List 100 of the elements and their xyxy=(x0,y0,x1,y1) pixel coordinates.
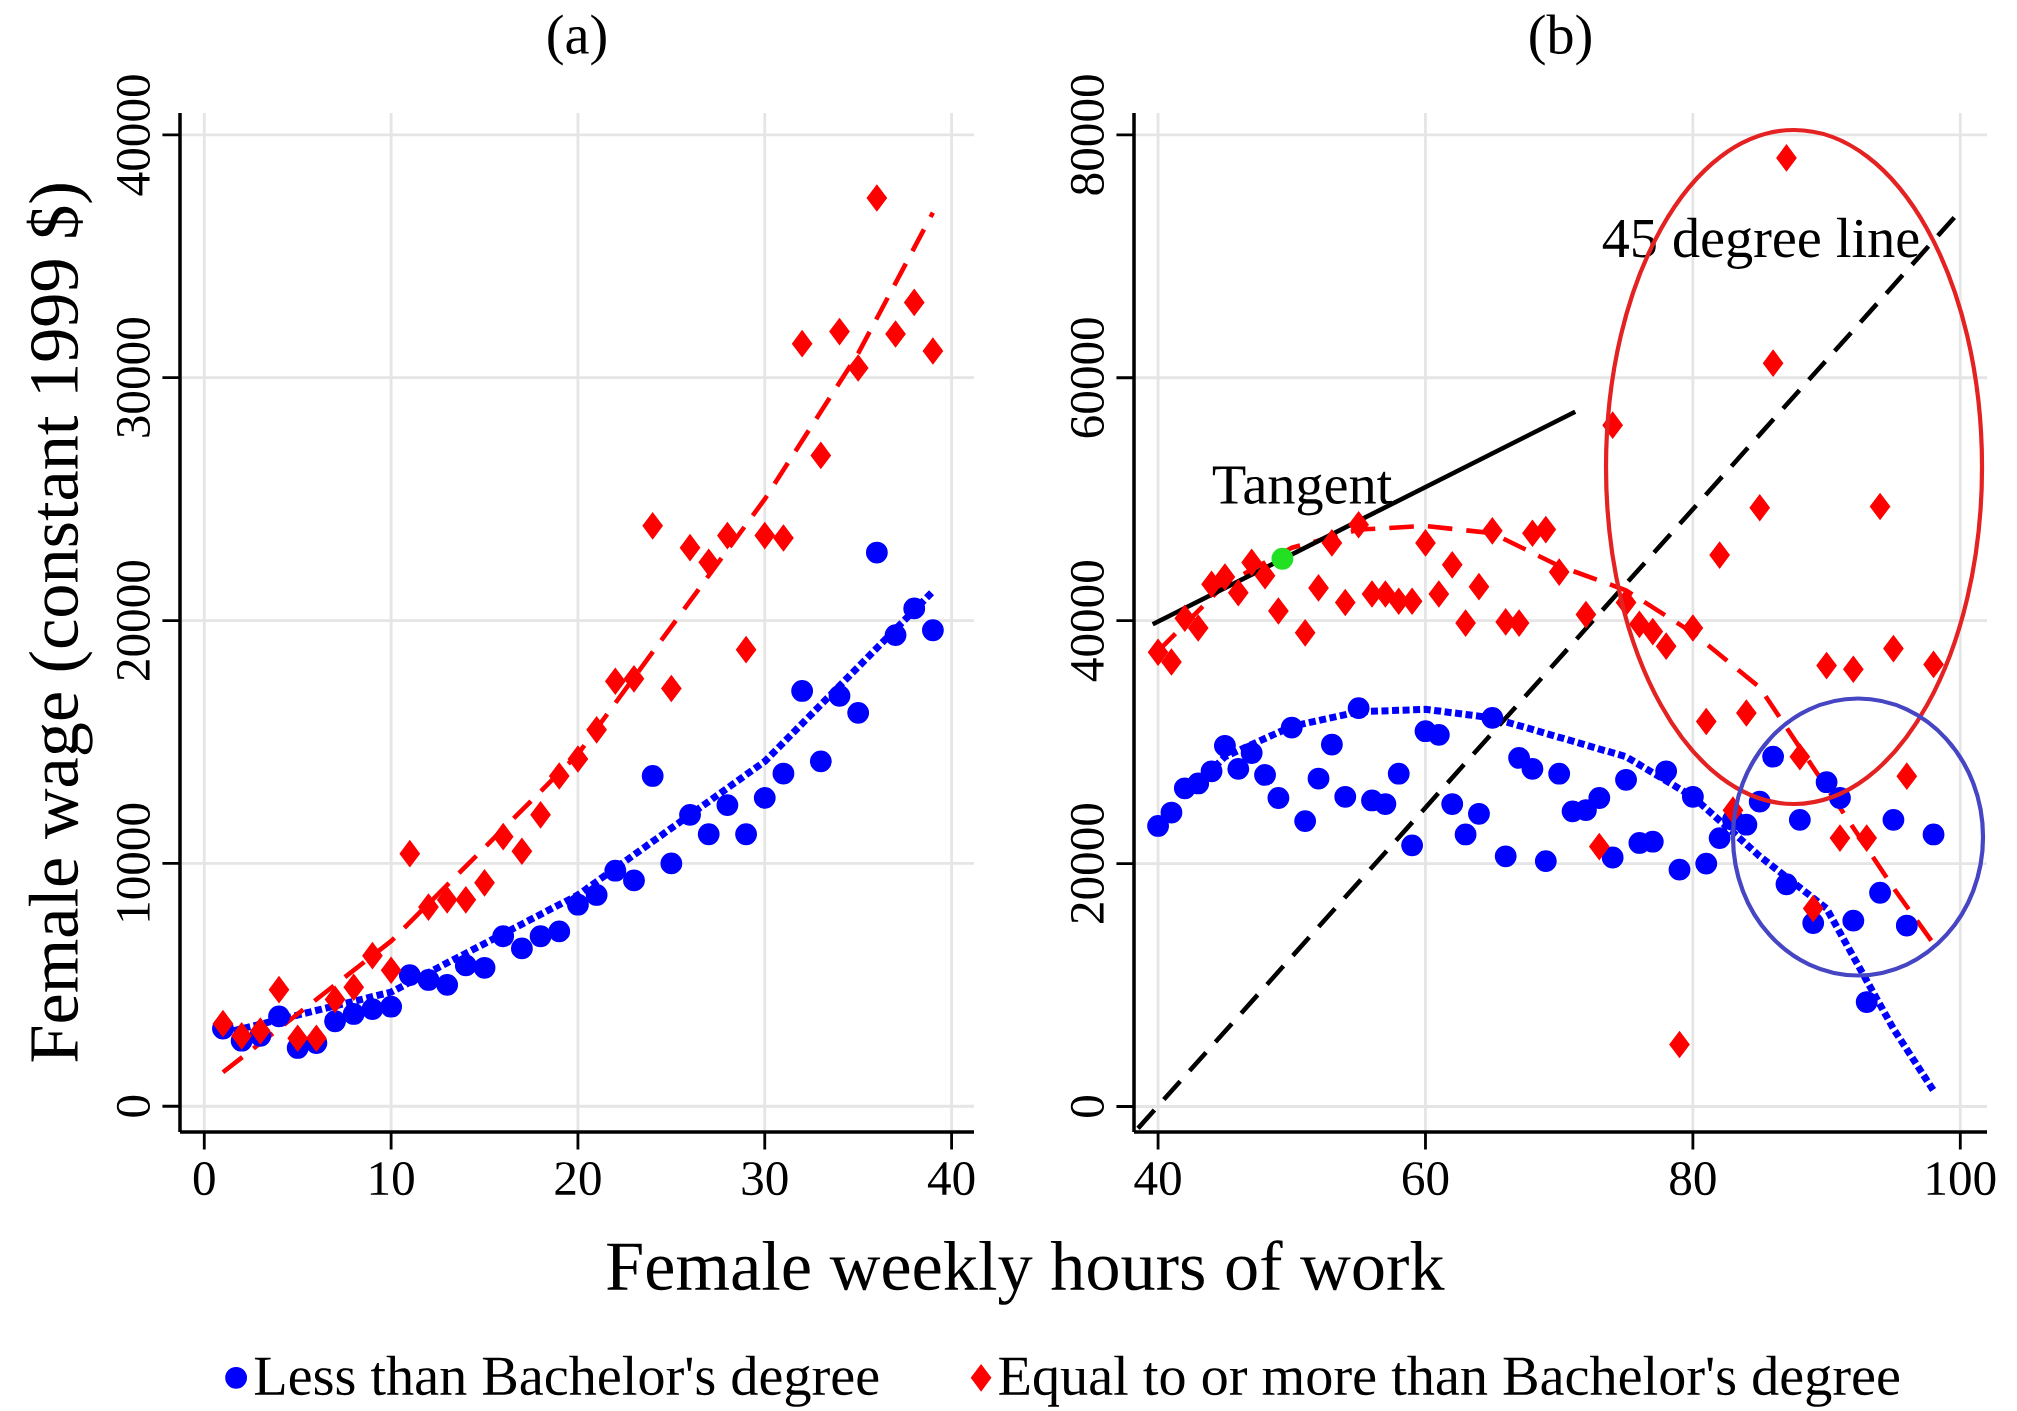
point xyxy=(1856,824,1877,852)
point xyxy=(1575,799,1597,822)
point xyxy=(605,667,626,695)
point xyxy=(1508,747,1530,769)
x-tick-label: 100 xyxy=(1927,1161,1996,1196)
point xyxy=(1214,563,1236,591)
point xyxy=(1442,551,1463,579)
chart-title: (b) xyxy=(1530,14,1591,66)
point xyxy=(1668,858,1691,881)
point xyxy=(1749,494,1770,522)
point xyxy=(1347,697,1370,720)
point xyxy=(735,636,757,664)
point xyxy=(324,1010,346,1033)
point xyxy=(922,337,944,365)
point xyxy=(1374,793,1397,815)
point xyxy=(1160,801,1183,824)
point xyxy=(1869,881,1891,904)
point xyxy=(623,869,645,892)
point xyxy=(773,524,794,552)
point xyxy=(1387,762,1410,785)
point xyxy=(586,716,607,744)
point xyxy=(417,969,440,991)
x-tick-label: 20 xyxy=(555,1161,601,1196)
point xyxy=(1709,541,1730,569)
point xyxy=(1869,493,1891,520)
point xyxy=(1375,580,1396,608)
point xyxy=(549,762,570,790)
x-tick-label: 0 xyxy=(193,1161,215,1196)
y-tick-label: 10000 xyxy=(116,803,151,921)
point xyxy=(342,1003,365,1025)
point xyxy=(1629,610,1650,638)
point xyxy=(493,823,514,851)
point xyxy=(1695,852,1718,875)
point xyxy=(530,801,551,829)
point xyxy=(1548,762,1571,785)
y-tick-label: 0 xyxy=(1070,1096,1105,1117)
point xyxy=(473,956,496,979)
point xyxy=(1254,562,1276,590)
point xyxy=(1842,909,1865,932)
point xyxy=(398,964,421,987)
legend-label: Less than Bachelor's degree xyxy=(254,1355,879,1407)
point xyxy=(1696,708,1717,735)
point xyxy=(343,973,364,1001)
point xyxy=(1428,580,1450,608)
point xyxy=(567,745,589,773)
point xyxy=(548,920,571,943)
point xyxy=(511,937,533,960)
point xyxy=(361,998,384,1021)
point xyxy=(1669,1031,1690,1058)
point xyxy=(1494,845,1517,868)
point xyxy=(1201,570,1222,598)
point xyxy=(454,954,477,977)
point xyxy=(492,925,515,948)
x-tick-label: 80 xyxy=(1670,1161,1716,1196)
line-series xyxy=(220,210,936,1075)
point xyxy=(1575,601,1597,628)
point xyxy=(828,684,851,707)
point xyxy=(268,976,290,1004)
point xyxy=(1427,723,1450,746)
point xyxy=(1655,760,1678,783)
point xyxy=(474,869,495,897)
point xyxy=(1334,785,1357,808)
y-tick-label: 80000 xyxy=(1070,75,1105,195)
y-tick-label: 30000 xyxy=(116,318,151,437)
point xyxy=(1815,771,1838,794)
point xyxy=(660,852,683,875)
y-axis-title: Female wage (constant 1999 $) xyxy=(26,184,93,1062)
point xyxy=(380,995,403,1018)
point xyxy=(1803,895,1824,922)
point xyxy=(1923,651,1944,678)
point xyxy=(1882,808,1905,831)
point xyxy=(268,1005,290,1028)
point xyxy=(1187,772,1210,795)
point xyxy=(306,1024,327,1052)
point xyxy=(791,680,814,702)
x-axis-title: Female weekly hours of work xyxy=(607,1240,1445,1305)
point xyxy=(250,1017,271,1045)
point xyxy=(1883,635,1904,662)
x-tick-label: 10 xyxy=(370,1161,414,1196)
point xyxy=(1254,764,1276,786)
point xyxy=(1240,742,1263,764)
point xyxy=(1789,743,1811,771)
point xyxy=(1762,745,1785,768)
point xyxy=(529,925,552,948)
point xyxy=(585,884,608,906)
y-tick-label: 40000 xyxy=(116,75,151,196)
point xyxy=(1188,614,1209,642)
point xyxy=(1401,834,1424,857)
point xyxy=(810,442,832,469)
point xyxy=(324,986,346,1013)
point xyxy=(1280,716,1303,739)
point xyxy=(1161,648,1182,676)
point xyxy=(1735,813,1758,836)
point xyxy=(511,837,533,865)
point xyxy=(661,675,682,702)
point xyxy=(1589,833,1610,860)
point xyxy=(1682,614,1704,642)
point xyxy=(697,823,720,846)
point xyxy=(212,1010,234,1038)
point xyxy=(436,886,458,914)
